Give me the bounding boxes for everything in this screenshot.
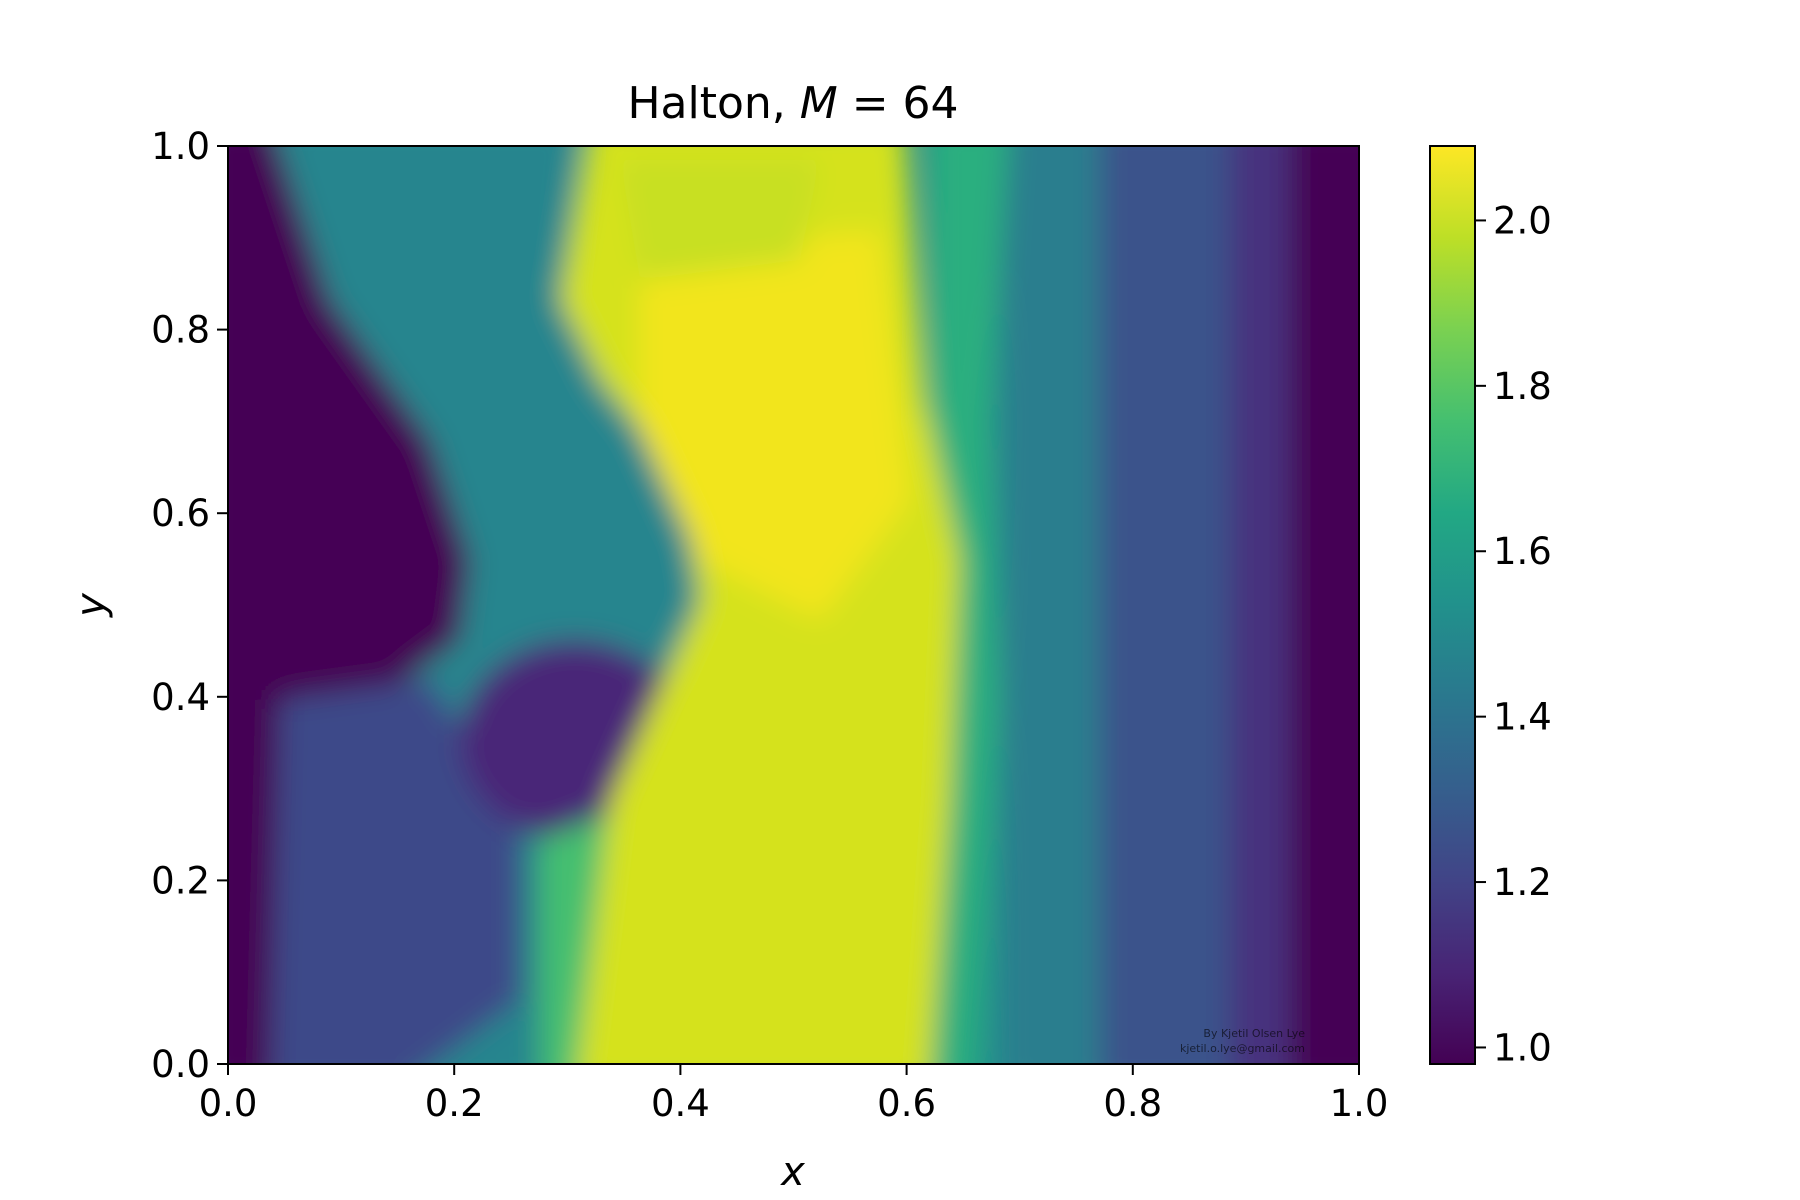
x-tick-label: 0.4 — [651, 1082, 710, 1125]
colorbar-tick-label: 1.6 — [1493, 530, 1552, 573]
chart-title: Halton, M = 64 — [627, 78, 958, 129]
title-prefix: Halton, — [627, 78, 799, 129]
colorbar-tick-label: 2.0 — [1493, 199, 1552, 242]
colorbar-tick-label: 1.4 — [1493, 696, 1552, 739]
plot-frame — [227, 145, 1360, 1065]
y-tick-label: 0.0 — [151, 1043, 210, 1086]
watermark-line-2: kjetil.o.lye@gmail.com — [1180, 1042, 1305, 1055]
watermark-line-1: By Kjetil Olsen Lye — [1203, 1027, 1305, 1040]
colorbar-tick-label: 1.2 — [1493, 861, 1552, 904]
x-tick-label: 0.2 — [425, 1082, 484, 1125]
x-tick-label: 0.0 — [199, 1082, 258, 1125]
colorbar-tick-label: 1.8 — [1493, 365, 1552, 408]
x-axis-label: x — [779, 1149, 805, 1195]
y-axis: 0.0 0.2 0.4 0.6 0.8 1.0 — [151, 125, 228, 1086]
x-axis: 0.0 0.2 0.4 0.6 0.8 1.0 — [199, 1064, 1389, 1125]
x-tick-label: 1.0 — [1330, 1082, 1389, 1125]
y-axis-label: y — [68, 592, 114, 618]
title-math-rest: = 64 — [838, 78, 959, 129]
y-tick-label: 1.0 — [151, 125, 210, 168]
x-tick-label: 0.6 — [877, 1082, 936, 1125]
y-tick-label: 0.6 — [151, 492, 210, 535]
title-math-var: M — [800, 78, 838, 129]
y-tick-label: 0.2 — [151, 859, 210, 902]
heatmap-field: By Kjetil Olsen Lye kjetil.o.lye@gmail.c… — [228, 146, 1359, 1064]
x-tick-label: 0.8 — [1103, 1082, 1162, 1125]
y-tick-label: 0.8 — [151, 309, 210, 352]
colorbar-axis: 1.0 1.2 1.4 1.6 1.8 2.0 — [1475, 199, 1552, 1069]
colorbar-tick-label: 1.0 — [1493, 1026, 1552, 1069]
colorbar — [1429, 145, 1476, 1065]
y-tick-label: 0.4 — [151, 676, 210, 719]
